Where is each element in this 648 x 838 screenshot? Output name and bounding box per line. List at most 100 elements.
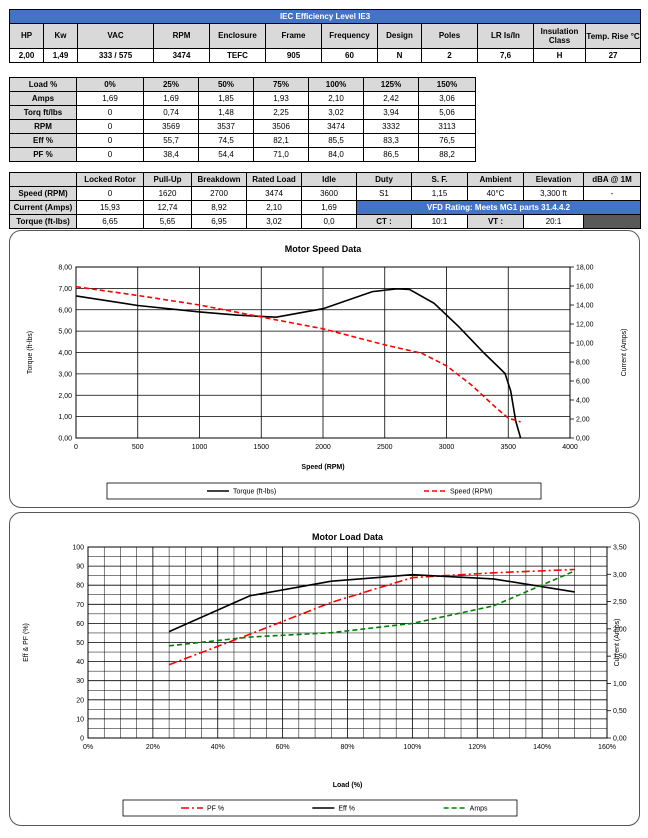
ie-header: Design bbox=[377, 23, 422, 49]
load-row-label: Torq ft/lbs bbox=[9, 105, 77, 120]
y2-tick-label: 6,00 bbox=[576, 379, 590, 386]
perf-row-label: Torque (ft-lbs) bbox=[9, 214, 77, 229]
load-cell: 38,4 bbox=[143, 147, 199, 162]
ie-value: 905 bbox=[265, 48, 322, 63]
load-row-label: RPM bbox=[9, 119, 77, 134]
load-cell: 0,74 bbox=[143, 105, 199, 120]
legend-box bbox=[106, 482, 542, 500]
perf-cell: 12,74 bbox=[143, 200, 192, 215]
x-tick-label: 3500 bbox=[500, 444, 516, 451]
load-cell: 3,02 bbox=[308, 105, 364, 120]
perf-header: Pull-Up bbox=[143, 172, 192, 187]
perf-cell: 6,65 bbox=[76, 214, 144, 229]
perf-cell: 0,0 bbox=[301, 214, 357, 229]
legend-label: Speed (RPM) bbox=[450, 489, 492, 496]
y-axis-label: Eff & PF (%) bbox=[23, 623, 30, 662]
load-cell: 3332 bbox=[363, 119, 419, 134]
load-cell: 3474 bbox=[308, 119, 364, 134]
load-row-label: PF % bbox=[9, 147, 77, 162]
ct-value: 10:1 bbox=[411, 214, 468, 229]
ie-value: 3474 bbox=[153, 48, 210, 63]
y2-tick-label: 2,00 bbox=[613, 626, 627, 633]
load-header: 0% bbox=[76, 77, 144, 92]
perf-table: Locked Rotor Pull-Up Breakdown Rated Loa… bbox=[9, 172, 641, 229]
perf-cell: 3474 bbox=[246, 186, 302, 201]
ie-value: 27 bbox=[584, 48, 642, 63]
load-cell: 1,93 bbox=[253, 91, 309, 106]
perf-cell: 3600 bbox=[301, 186, 357, 201]
y2-tick-label: 0,00 bbox=[576, 436, 590, 443]
y2-tick-label: 16,00 bbox=[576, 284, 594, 291]
load-cell: 54,4 bbox=[198, 147, 254, 162]
x-tick-label: 120% bbox=[468, 744, 486, 751]
y2-tick-label: 2,00 bbox=[576, 417, 590, 424]
speed-chart-panel: Motor Speed Data 0 500 1000 1500 2000 2500 3000… bbox=[9, 230, 640, 508]
load-cell: 1,69 bbox=[76, 91, 144, 106]
ie-header: Kw bbox=[43, 23, 78, 49]
ie-header: Enclosure bbox=[209, 23, 266, 49]
ie-header: HP bbox=[9, 23, 44, 49]
y2-tick-label: 1,00 bbox=[613, 681, 627, 688]
y2-axis-label: Current (Amps) bbox=[614, 619, 621, 667]
perf-cell: 40°C bbox=[467, 186, 524, 201]
y-tick-label: 40 bbox=[76, 659, 84, 666]
load-cell: 1,69 bbox=[143, 91, 199, 106]
y-tick-label: 70 bbox=[76, 602, 84, 609]
ie-value: H bbox=[533, 48, 586, 63]
y2-tick-label: 10,00 bbox=[576, 341, 594, 348]
load-header: Load % bbox=[9, 77, 77, 92]
y-tick-label: 3,00 bbox=[58, 371, 72, 378]
load-cell: 85,5 bbox=[308, 133, 364, 148]
y2-tick-label: 3,00 bbox=[613, 572, 627, 579]
y-tick-label: 50 bbox=[76, 640, 84, 647]
series-line bbox=[168, 573, 575, 633]
load-header: 100% bbox=[308, 77, 364, 92]
load-header: 50% bbox=[198, 77, 254, 92]
perf-cell: 0 bbox=[76, 186, 144, 201]
load-header: 150% bbox=[418, 77, 476, 92]
perf-header bbox=[9, 172, 77, 187]
perf-header: Breakdown bbox=[191, 172, 247, 187]
y-tick-label: 1,00 bbox=[58, 414, 72, 421]
blank-cell bbox=[583, 214, 641, 229]
series-line bbox=[168, 568, 575, 666]
load-cell: 0 bbox=[76, 105, 144, 120]
ie-value: 7,6 bbox=[477, 48, 534, 63]
y-tick-label: 4,00 bbox=[58, 350, 72, 357]
x-tick-label: 2000 bbox=[315, 444, 331, 451]
load-cell: 2,10 bbox=[308, 91, 364, 106]
perf-cell: 1,15 bbox=[411, 186, 468, 201]
x-tick-label: 40% bbox=[211, 744, 225, 751]
plot-border bbox=[75, 266, 571, 439]
y-tick-label: 7,00 bbox=[58, 286, 72, 293]
x-tick-label: 0% bbox=[83, 744, 93, 751]
ie-value: 2 bbox=[421, 48, 478, 63]
legend-label: Amps bbox=[470, 806, 488, 813]
x-tick-label: 20% bbox=[146, 744, 160, 751]
series-line bbox=[75, 287, 522, 439]
load-cell: 1,85 bbox=[198, 91, 254, 106]
speed-chart: Motor Speed Data 0 500 1000 1500 2000 2500 3000… bbox=[27, 244, 628, 500]
ie-header: Insulation Class bbox=[533, 23, 586, 49]
y-tick-label: 0 bbox=[80, 736, 84, 743]
perf-header: dBA @ 1M bbox=[583, 172, 641, 187]
legend-label: Torque (ft-lbs) bbox=[233, 489, 276, 496]
y2-tick-label: 14,00 bbox=[576, 303, 594, 310]
vt-value: 20:1 bbox=[523, 214, 584, 229]
y-tick-label: 100 bbox=[72, 545, 84, 552]
x-tick-label: 80% bbox=[340, 744, 354, 751]
x-tick-label: 1000 bbox=[192, 444, 208, 451]
load-header: 125% bbox=[363, 77, 419, 92]
y-tick-label: 6,00 bbox=[58, 307, 72, 314]
y-tick-label: 8,00 bbox=[58, 265, 72, 272]
load-cell: 3569 bbox=[143, 119, 199, 134]
ie-header: Poles bbox=[421, 23, 478, 49]
perf-cell: 1620 bbox=[143, 186, 192, 201]
perf-row-label: Speed (RPM) bbox=[9, 186, 77, 201]
perf-cell: - bbox=[583, 186, 641, 201]
x-tick-label: 0 bbox=[74, 444, 78, 451]
load-row-label: Eff % bbox=[9, 133, 77, 148]
x-axis-label: Speed (RPM) bbox=[301, 464, 344, 471]
series-line bbox=[169, 570, 575, 647]
y-tick-label: 5,00 bbox=[58, 329, 72, 336]
